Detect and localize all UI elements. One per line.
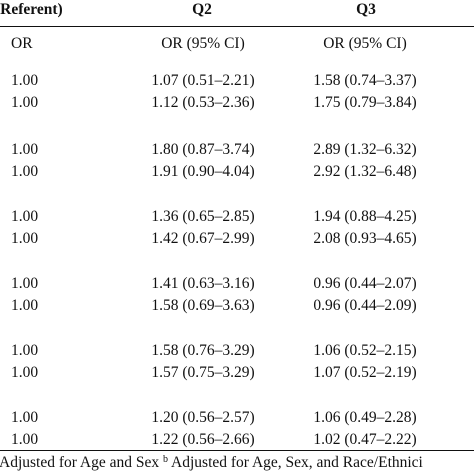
cell-q2: 1.41 (0.63–3.16) xyxy=(151,275,255,292)
cell-q3: 2.08 (0.93–4.65) xyxy=(313,230,417,247)
cell-q2: 1.22 (0.56–2.66) xyxy=(151,431,255,448)
cell-q2: 1.12 (0.53–2.36) xyxy=(151,94,255,111)
cell-q3: 0.96 (0.44–2.09) xyxy=(313,297,417,314)
cell-q3: 1.06 (0.49–2.28) xyxy=(313,409,417,426)
cell-referent: 1.00 xyxy=(11,431,39,448)
cell-referent: 1.00 xyxy=(11,409,39,426)
header-q3: Q3 xyxy=(356,1,376,18)
cell-referent: 1.00 xyxy=(11,94,39,111)
cell-q3: 1.58 (0.74–3.37) xyxy=(313,72,417,89)
cell-q2: 1.80 (0.87–3.74) xyxy=(151,141,255,158)
footnote: Adjusted for Age and Sex b Adjusted for … xyxy=(0,454,423,472)
cell-q3: 2.92 (1.32–6.48) xyxy=(313,163,417,180)
cell-referent: 1.00 xyxy=(11,297,39,314)
cell-referent: 1.00 xyxy=(11,163,39,180)
footnote-rule xyxy=(0,450,474,452)
table-header-rule xyxy=(0,26,474,28)
cell-q2: 1.07 (0.51–2.21) xyxy=(151,72,255,89)
cell-q2: 1.42 (0.67–2.99) xyxy=(151,230,255,247)
header-q2: Q2 xyxy=(192,1,212,18)
cell-q3: 1.07 (0.52–2.19) xyxy=(313,364,417,381)
cell-q3: 0.96 (0.44–2.07) xyxy=(313,275,417,292)
subheader-q3-ci: OR (95% CI) xyxy=(323,35,407,52)
cell-referent: 1.00 xyxy=(11,141,39,158)
cell-q2: 1.58 (0.69–3.63) xyxy=(151,297,255,314)
cell-q2: 1.57 (0.75–3.29) xyxy=(151,364,255,381)
cell-q2: 1.20 (0.56–2.57) xyxy=(151,409,255,426)
cell-q3: 1.94 (0.88–4.25) xyxy=(313,208,417,225)
cell-referent: 1.00 xyxy=(11,208,39,225)
cell-referent: 1.00 xyxy=(11,72,39,89)
subheader-q2-ci: OR (95% CI) xyxy=(161,35,245,52)
footnote-marker: b xyxy=(163,454,169,465)
cell-q3: 1.06 (0.52–2.15) xyxy=(313,342,417,359)
cell-referent: 1.00 xyxy=(11,364,39,381)
cell-q2: 1.91 (0.90–4.04) xyxy=(151,163,255,180)
header-referent: (Referent) xyxy=(0,1,63,18)
cell-referent: 1.00 xyxy=(11,275,39,292)
footnote-part2: Adjusted for Age, Sex, and Race/Ethnici xyxy=(171,454,423,471)
subheader-or: OR xyxy=(11,35,33,52)
cell-q3: 2.89 (1.32–6.32) xyxy=(313,141,417,158)
cell-referent: 1.00 xyxy=(11,230,39,247)
cell-q3: 1.75 (0.79–3.84) xyxy=(313,94,417,111)
cell-q3: 1.02 (0.47–2.22) xyxy=(313,431,417,448)
footnote-part1: Adjusted for Age and Sex xyxy=(0,454,160,471)
cell-referent: 1.00 xyxy=(11,342,39,359)
cell-q2: 1.36 (0.65–2.85) xyxy=(151,208,255,225)
cell-q2: 1.58 (0.76–3.29) xyxy=(151,342,255,359)
